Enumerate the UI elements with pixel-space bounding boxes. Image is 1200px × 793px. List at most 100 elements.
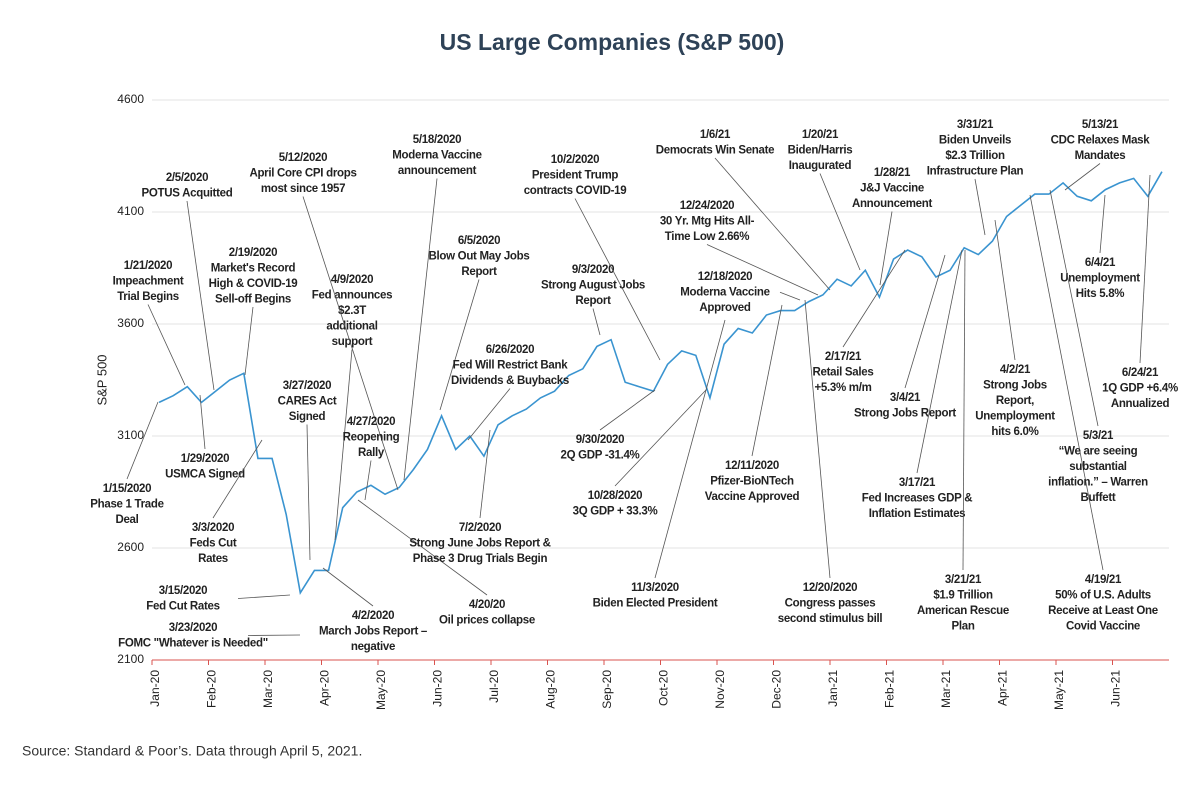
x-tick-label: Feb-21 xyxy=(883,670,897,708)
annotation-text: 3/3/2020 xyxy=(192,522,234,534)
leader-line xyxy=(1139,174,1151,364)
annotation-text: 1/6/21 xyxy=(700,129,731,141)
leader-line xyxy=(357,499,488,596)
annotation-text: President Trump xyxy=(532,169,619,181)
annotation-text: 6/26/2020 xyxy=(486,344,534,356)
annotation-text: +5.3% m/m xyxy=(814,382,871,394)
leader-line xyxy=(126,401,159,480)
annotation-text: contracts COVID-19 xyxy=(524,185,627,197)
annotation-text: Sell-off Begins xyxy=(215,293,291,305)
annotation-text: Report, xyxy=(996,395,1034,407)
leader-line xyxy=(479,429,491,519)
annotation-text: 5/3/21 xyxy=(1083,430,1114,442)
annotation-text: 6/4/21 xyxy=(1085,257,1116,269)
annotation-text: 5/13/21 xyxy=(1082,119,1119,131)
leader-line xyxy=(599,389,656,431)
annotation-text: Announcement xyxy=(852,198,933,210)
annotation-text: 2Q GDP -31.4% xyxy=(561,449,640,461)
annotation-text: March Jobs Report – xyxy=(319,625,428,637)
leader-line xyxy=(994,219,1016,361)
leader-line xyxy=(1064,163,1101,191)
annotation-text: $1.9 Trillion xyxy=(933,589,993,601)
leader-line xyxy=(306,424,311,561)
leader-line xyxy=(842,249,906,348)
annotation-text: Inflation Estimates xyxy=(869,508,966,520)
leader-line xyxy=(916,249,963,474)
annotation-text: 30 Yr. Mtg Hits All- xyxy=(660,215,755,227)
annotation-text: Unemployment xyxy=(1060,272,1140,284)
annotation-text: April Core CPI drops xyxy=(249,167,356,179)
annotation-text: 12/11/2020 xyxy=(725,460,779,472)
annotation-text: Annualized xyxy=(1111,398,1170,410)
leader-line xyxy=(819,173,861,271)
annotation-text: Receive at Least One xyxy=(1048,605,1158,617)
annotation-text: 3/15/2020 xyxy=(159,585,207,597)
annotation-text: Democrats Win Senate xyxy=(656,144,775,156)
y-tick-label: 4100 xyxy=(117,204,144,218)
annotation-text: 50% of U.S. Adults xyxy=(1055,589,1151,601)
y-tick-label: 2600 xyxy=(117,540,144,554)
annotation-text: Time Low 2.66% xyxy=(665,231,750,243)
annotation-text: 12/18/2020 xyxy=(698,271,753,283)
leader-line xyxy=(334,349,353,541)
leader-line xyxy=(403,178,438,481)
annotation-text: Fed announces xyxy=(312,289,392,301)
x-tick-label: Apr-21 xyxy=(996,670,1010,706)
leader-line xyxy=(879,211,893,286)
annotation-text: CDC Relaxes Mask xyxy=(1051,134,1151,146)
annotation-text: High & COVID-19 xyxy=(209,278,298,290)
annotation-text: Phase 1 Trade xyxy=(90,498,163,510)
x-tick-label: May-21 xyxy=(1052,670,1066,710)
leader-line xyxy=(186,200,215,391)
annotation-text: Biden Elected President xyxy=(593,597,718,609)
annotation-text: most since 1957 xyxy=(261,183,345,195)
leader-line xyxy=(804,299,831,579)
annotation-text: 3Q GDP + 33.3% xyxy=(573,505,658,517)
annotation-text: Biden/Harris xyxy=(788,144,853,156)
annotation-text: 4/2/2020 xyxy=(352,610,394,622)
annotation-text: $2.3T xyxy=(338,305,366,317)
x-tick-label: Jan-21 xyxy=(826,670,840,707)
annotation-text: announcement xyxy=(398,165,477,177)
annotation-text: Signed xyxy=(289,411,326,423)
annotation-text: Mandates xyxy=(1075,150,1126,162)
leader-line xyxy=(212,439,263,519)
leader-line xyxy=(592,308,601,336)
leader-line xyxy=(974,178,986,236)
y-tick-label: 3600 xyxy=(117,316,144,330)
annotation-text: USMCA Signed xyxy=(165,468,245,480)
annotation-text: 1/28/21 xyxy=(874,167,911,179)
leader-line xyxy=(364,460,372,501)
x-tick-label: Sep-20 xyxy=(600,670,614,709)
annotation-text: 4/19/21 xyxy=(1085,574,1122,586)
annotation-text: 4/2/21 xyxy=(1000,364,1031,376)
annotation-text: 5/18/2020 xyxy=(413,134,461,146)
leader-line xyxy=(244,306,254,376)
leader-line xyxy=(1099,194,1106,254)
x-tick-label: Dec-20 xyxy=(770,670,784,709)
annotation-text: 4/20/20 xyxy=(469,599,505,611)
x-tick-label: Mar-20 xyxy=(261,670,275,708)
annotation-text: Impeachment xyxy=(113,275,184,287)
annotation-text: Retail Sales xyxy=(813,366,874,378)
annotation-text: Infrastructure Plan xyxy=(927,165,1024,177)
x-tick-label: Jan-20 xyxy=(148,670,162,707)
annotation-text: inflation.” – Warren xyxy=(1048,476,1148,488)
annotation-text: Trial Begins xyxy=(117,291,179,303)
annotation-text: Hits 5.8% xyxy=(1076,288,1125,300)
leader-line xyxy=(1049,189,1099,427)
annotation-text: 3/17/21 xyxy=(899,477,936,489)
annotation-text: Biden Unveils xyxy=(939,134,1011,146)
annotation-text: Dividends & Buybacks xyxy=(451,375,569,387)
annotation-text: Report xyxy=(461,266,497,278)
annotation-text: FOMC "Whatever is Needed" xyxy=(118,637,268,649)
annotation-text: 1/29/2020 xyxy=(181,453,229,465)
annotation-text: 2/19/2020 xyxy=(229,247,277,259)
x-tick-label: Apr-20 xyxy=(318,670,332,706)
annotation-text: substantial xyxy=(1069,461,1127,473)
x-tick-label: Jul-20 xyxy=(487,670,501,703)
annotation-text: Market's Record xyxy=(211,262,296,274)
annotation-text: 3/23/2020 xyxy=(169,622,217,634)
leader-line xyxy=(654,319,726,579)
annotation-text: POTUS Acquitted xyxy=(142,187,233,199)
